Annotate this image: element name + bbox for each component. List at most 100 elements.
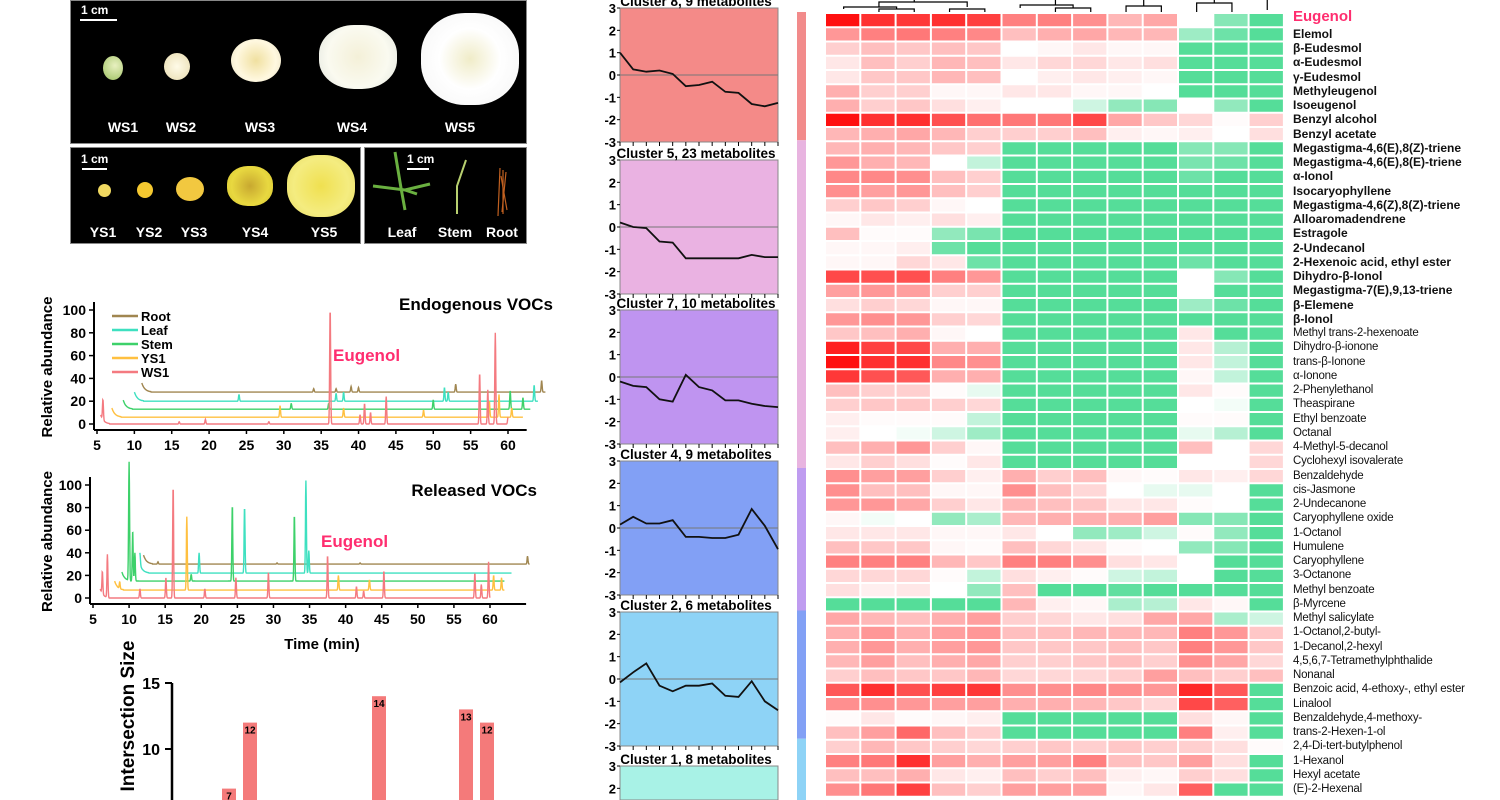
heatmap-row-label: β-Eudesmol [1293, 41, 1362, 55]
heatmap-cell [1249, 370, 1283, 383]
heatmap-cell [1073, 185, 1107, 198]
heatmap-cell [967, 669, 1001, 682]
heatmap-row-label: Methyl salicylate [1293, 612, 1374, 624]
heatmap-cell [1179, 142, 1213, 155]
heatmap-row [826, 598, 1283, 611]
heatmap-cell [1002, 142, 1036, 155]
heatmap-cell [826, 498, 860, 511]
heatmap-cell [967, 641, 1001, 654]
heatmap-cell [1249, 71, 1283, 84]
heatmap-cell [1073, 669, 1107, 682]
tissue-images [372, 151, 508, 217]
heatmap-cell [1002, 356, 1036, 369]
heatmap-cell [1002, 698, 1036, 711]
heatmap-cell [1179, 28, 1213, 41]
heatmap-cell [1143, 99, 1177, 112]
legend-label-ys1: YS1 [141, 351, 166, 366]
stage-label-ws3: WS3 [244, 119, 276, 135]
heatmap-cell [861, 242, 895, 255]
heatmap-cell [1214, 712, 1248, 725]
heatmap-cell [861, 227, 895, 240]
bar [480, 722, 494, 800]
heatmap-cell [1179, 455, 1213, 468]
heatmap-row [826, 555, 1283, 568]
heatmap-row [826, 470, 1283, 483]
heatmap-cell [826, 242, 860, 255]
heatmap-cell [931, 769, 966, 782]
heatmap-cell [896, 783, 930, 796]
heatmap-cell [1214, 384, 1248, 397]
heatmap-cell [896, 555, 930, 568]
heatmap-cell [1073, 284, 1107, 297]
cluster-mean-line [619, 52, 779, 108]
heatmap-cell [1108, 327, 1142, 340]
heatmap-cell [1108, 313, 1142, 326]
heatmap-row-label: Megastigma-4,6(E),8(E)-triene [1293, 155, 1462, 169]
y-axis-label: Relative abundance [39, 297, 56, 438]
y-tick-label: 100 [63, 302, 87, 318]
y-axis-label: Relative abundance [39, 471, 56, 612]
heatmap-cell [1179, 783, 1213, 796]
heatmap-cell [1179, 755, 1213, 768]
heatmap-cell [1143, 698, 1177, 711]
heatmap-cell [1037, 42, 1072, 55]
heatmap-cell [896, 669, 930, 682]
heatmap-cell [826, 740, 860, 753]
heatmap-cell [826, 441, 860, 454]
heatmap-row-label: Linalool [1293, 697, 1332, 710]
heatmap-cell [1143, 584, 1177, 597]
heatmap-cell [1037, 242, 1072, 255]
heatmap-cell [967, 199, 1001, 212]
heatmap-cell [1143, 413, 1177, 426]
heatmap-cell [1108, 242, 1142, 255]
heatmap-cell [1073, 56, 1107, 69]
heatmap-cell [861, 626, 895, 639]
heatmap-cell [896, 313, 930, 326]
heatmap-cell [1002, 327, 1036, 340]
heatmap-cell [1143, 185, 1177, 198]
dendrogram-branch [878, 1, 968, 7]
heatmap-cell [826, 769, 860, 782]
heatmap-cell [1143, 384, 1177, 397]
heatmap-cell [1073, 584, 1107, 597]
heatmap-cell [861, 769, 895, 782]
heatmap-cell [1108, 256, 1142, 269]
heatmap-cell [896, 71, 930, 84]
heatmap-cell [861, 341, 895, 354]
heatmap-cell [1179, 569, 1213, 582]
heatmap-cell [1002, 199, 1036, 212]
heatmap-cell [967, 740, 1001, 753]
heatmap-cell [1108, 199, 1142, 212]
heatmap-cell [1179, 341, 1213, 354]
heatmap-cell [1249, 284, 1283, 297]
y-tick-label: 20 [70, 393, 86, 409]
heatmap-cell [1143, 341, 1177, 354]
y-tick-label: 1 [609, 499, 616, 514]
heatmap-cell [1002, 85, 1036, 98]
heatmap-cell [1108, 398, 1142, 411]
heatmap-cell [967, 270, 1001, 283]
heatmap-row [826, 726, 1283, 739]
heatmap-cell [1249, 569, 1283, 582]
heatmap-cell [1073, 199, 1107, 212]
heatmap-cell [1037, 498, 1072, 511]
y-tick-label: 0 [74, 590, 82, 606]
heatmap-cell [1249, 584, 1283, 597]
heatmap-cell [1249, 398, 1283, 411]
heatmap-cell [861, 783, 895, 796]
heatmap-cell [1179, 327, 1213, 340]
heatmap-cell [1037, 71, 1072, 84]
heatmap-cell [826, 455, 860, 468]
heatmap-cell [1037, 28, 1072, 41]
heatmap-cell [896, 683, 930, 696]
heatmap-cell [826, 427, 860, 440]
cluster-panel: 3 2 1 0 -1 -2 -3 Cluster 7, 10 metabolites [604, 296, 779, 452]
heatmap-cell [931, 327, 966, 340]
heatmap-cell [826, 398, 860, 411]
heatmap-cell [967, 726, 1001, 739]
heatmap-cell [826, 28, 860, 41]
heatmap-cell [1108, 598, 1142, 611]
heatmap-cell [931, 683, 966, 696]
heatmap-cell [896, 455, 930, 468]
heatmap-cell [1179, 42, 1213, 55]
